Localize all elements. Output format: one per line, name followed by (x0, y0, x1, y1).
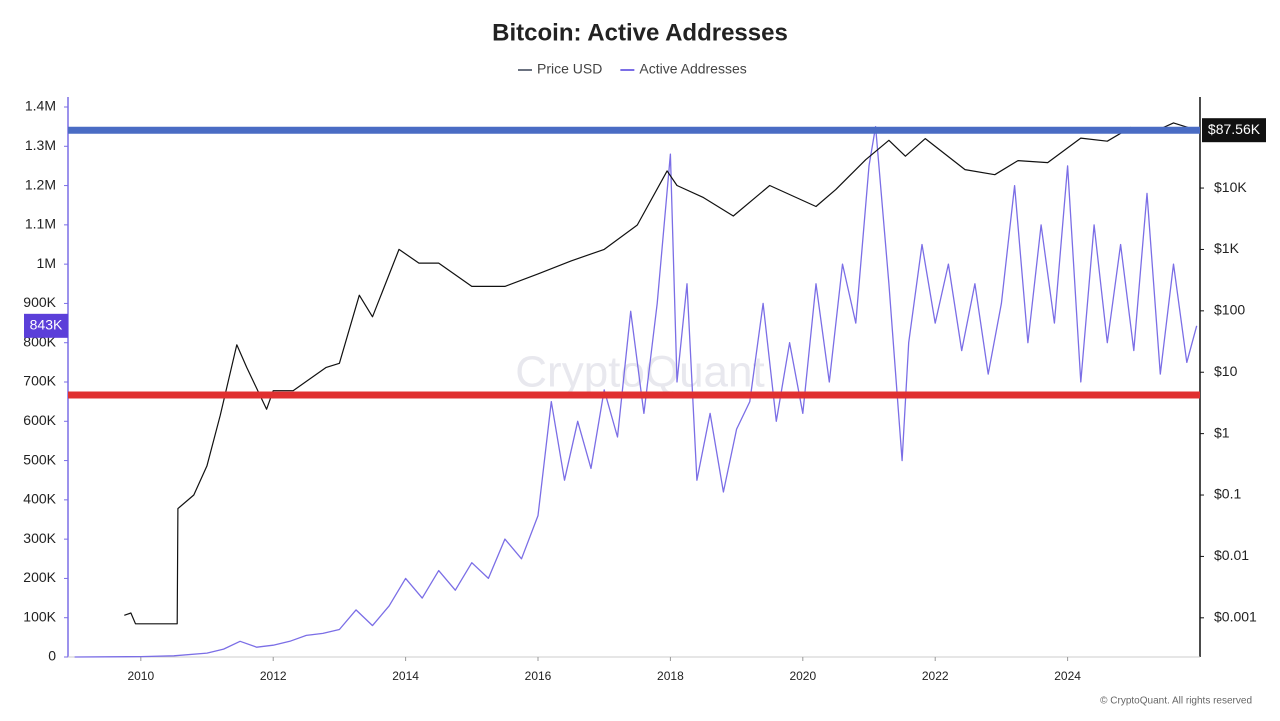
series-line (124, 122, 1197, 625)
x-tick-label: 2020 (789, 669, 816, 683)
annotation-box (24, 313, 68, 338)
x-tick-label: 2012 (260, 669, 287, 683)
y-tick-label: 1.2M (25, 176, 56, 192)
chart-title: Bitcoin: Active Addresses (492, 19, 788, 46)
y2-tick-label: $0.1 (1214, 486, 1241, 502)
y2-tick-label: $1K (1214, 240, 1240, 256)
legend-label: Price USD (537, 61, 602, 77)
y2-tick-label: $0.001 (1214, 609, 1257, 625)
y-tick-label: 0 (48, 648, 56, 664)
x-tick-label: 2010 (127, 669, 154, 683)
footer: © CryptoQuant. All rights reserved (1100, 696, 1252, 707)
y-tick-label: 100K (23, 608, 56, 624)
y-tick-label: 1.4M (25, 98, 56, 114)
y2-tick-label: $1 (1214, 424, 1230, 440)
y-tick-label: 200K (23, 569, 56, 585)
y-tick-label: 1M (37, 255, 56, 271)
x-tick-label: 2014 (392, 669, 419, 683)
annotation-label: 843K (30, 317, 63, 333)
annotation-box (1202, 118, 1266, 143)
series-line (74, 125, 1198, 658)
x-tick-label: 2022 (922, 669, 949, 683)
y2-tick-label: $100 (1214, 302, 1245, 318)
y-tick-label: 700K (23, 373, 56, 389)
y-tick-label: 600K (23, 412, 56, 428)
x-tick-label: 2024 (1054, 669, 1081, 683)
y2-tick-label: $0.01 (1214, 547, 1249, 563)
y2-tick-label: $10 (1214, 363, 1238, 379)
annotation-label: $87.56K (1208, 121, 1261, 137)
y2-tick-label: $10K (1214, 179, 1247, 195)
x-tick-label: 2018 (657, 669, 684, 683)
legend-label: Active Addresses (639, 61, 746, 77)
x-tick-label: 2016 (525, 669, 552, 683)
y-tick-label: 1.3M (25, 137, 56, 153)
watermark: CryptoQuant (515, 348, 764, 397)
y-tick-label: 1.1M (25, 216, 56, 232)
y-tick-label: 900K (23, 294, 56, 310)
y-tick-label: 400K (23, 491, 56, 507)
y-tick-label: 500K (23, 451, 56, 467)
y-tick-label: 300K (23, 530, 56, 546)
